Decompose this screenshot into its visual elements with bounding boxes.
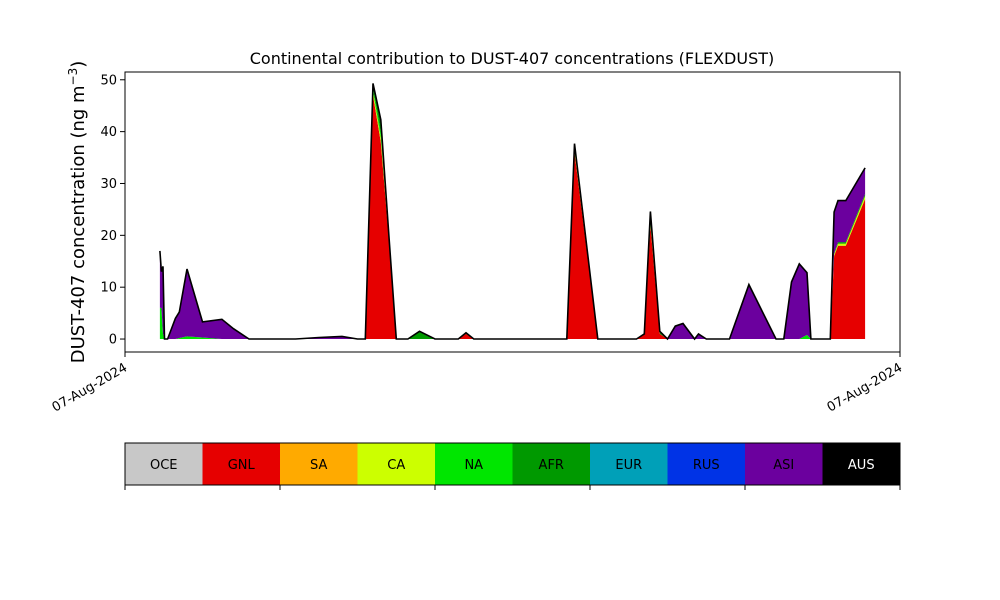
colorbar-label-asi: ASI	[773, 458, 794, 473]
area-na	[159, 88, 866, 339]
chart-title: Continental contribution to DUST-407 con…	[250, 49, 775, 68]
colorbar-swatch-eur	[590, 443, 668, 485]
colorbar-swatch-rus	[667, 443, 746, 485]
y-tick-label: 10	[100, 281, 117, 296]
colorbar-label-gnl: GNL	[228, 458, 256, 473]
colorbar-legend: OCE GNL SA CA NA AFR EUR RUS ASI AUS	[124, 442, 901, 490]
colorbar-frame	[124, 442, 901, 486]
y-axis: 0 10 20 30 40 50	[100, 73, 125, 348]
total-outline	[159, 83, 866, 341]
colorbar-swatch-gnl	[202, 443, 281, 485]
y-tick-label: 40	[100, 125, 117, 140]
colorbar-label-eur: EUR	[615, 458, 642, 473]
area-ca	[159, 91, 866, 339]
x-tick-label: 07-Aug-2024	[825, 360, 905, 415]
x-axis: 07-Aug-2024 07-Aug-2024	[50, 352, 905, 416]
y-tick-label: 20	[100, 229, 117, 244]
y-tick-label: 50	[100, 73, 117, 88]
area-asi	[159, 83, 866, 340]
colorbar-swatch-na	[435, 443, 513, 485]
colorbar-swatch-oce	[125, 443, 203, 485]
colorbar-label-sa: SA	[310, 458, 327, 473]
x-tick-label: 07-Aug-2024	[50, 360, 130, 415]
colorbar-label-na: NA	[464, 458, 483, 473]
stacked-areas	[159, 83, 866, 340]
area-gnl	[159, 95, 866, 339]
colorbar-swatch-sa	[280, 443, 358, 485]
area-afr	[159, 86, 866, 339]
area-aus	[159, 83, 866, 340]
colorbar-swatch-aus	[822, 443, 901, 485]
colorbar-label-rus: RUS	[693, 458, 720, 473]
colorbar-swatch-afr	[512, 443, 591, 485]
colorbar-label-aus: AUS	[848, 458, 875, 473]
y-axis-label: DUST-407 concentration (ng m−3)	[66, 61, 89, 364]
colorbar-label-afr: AFR	[539, 458, 564, 473]
y-tick-label: 30	[100, 177, 117, 192]
y-tick-label: 0	[109, 333, 117, 348]
plot-frame	[124, 71, 901, 353]
colorbar-swatch-ca	[357, 443, 436, 485]
colorbar-swatch-asi	[745, 443, 823, 485]
colorbar-label-ca: CA	[387, 458, 405, 473]
colorbar-label-oce: OCE	[150, 458, 178, 473]
